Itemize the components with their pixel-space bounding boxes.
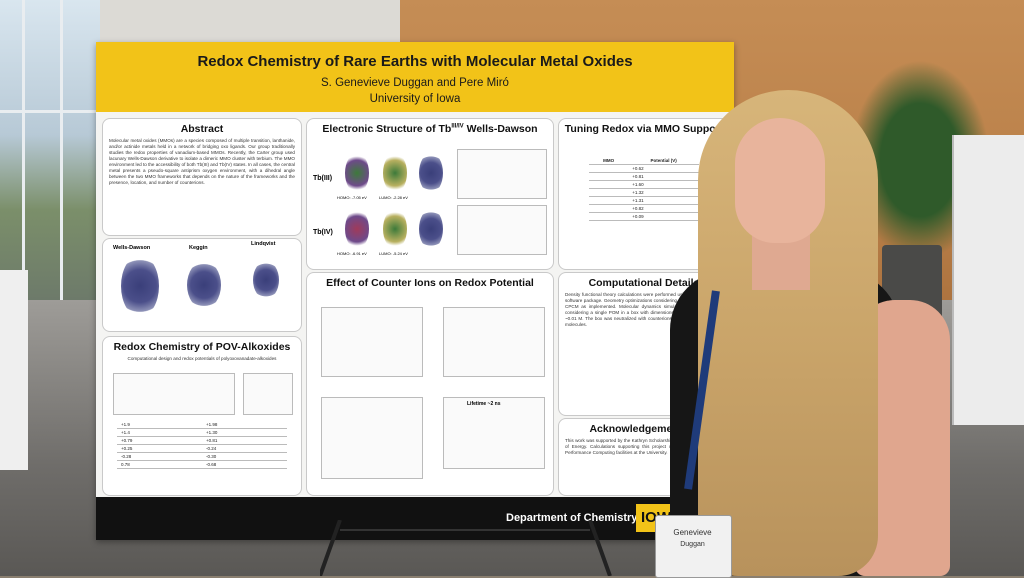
adjacent-poster-board (952, 135, 1024, 425)
cv-plot-tb3 (457, 149, 547, 199)
lifetime-label: Lifetime ~2 ns (467, 401, 501, 407)
lifetime-plot (443, 397, 545, 469)
table-header-mmo: MMO (589, 157, 629, 165)
rdf-plot-potassium (321, 307, 423, 377)
pov-exp-0: +1.9 (117, 421, 202, 429)
pov-calc-2: +0.81 (202, 436, 287, 445)
structure-label-lindqvist: Lindqvist (251, 241, 276, 247)
potential-4: +1.31 (628, 196, 699, 205)
poster-authors: S. Genevieve Duggan and Pere Miró (321, 77, 509, 89)
potential-0: +0.62 (628, 164, 699, 173)
poster-footer (96, 497, 734, 540)
pov-exp-5: 0.78 (117, 460, 202, 469)
poster-affiliation: University of Iowa (369, 93, 461, 105)
structures-panel: Wells-Dawson Keggin Lindqvist (102, 238, 302, 332)
spin-density-tb4 (419, 209, 443, 249)
lindqvist-molecule (253, 261, 279, 299)
homo-label-tb4: HOMO: -6.91 eV (337, 251, 367, 256)
pov-molecule-figure (243, 373, 293, 415)
cv-plot-tb4 (457, 205, 547, 255)
poster-easel (320, 520, 612, 576)
pov-scatter-plot (113, 373, 235, 415)
lumo-orbital-tb4 (383, 209, 407, 249)
pov-exp-3: +0.25 (117, 444, 202, 453)
badge-last-name: Duggan (680, 541, 705, 548)
pov-exp-2: +0.79 (117, 436, 202, 445)
adjacent-poster-board-left (0, 270, 28, 470)
poster-header (96, 42, 734, 112)
computational-details-heading: Computational Details (588, 277, 700, 289)
window-wall (0, 0, 100, 300)
pov-subtitle: Computational design and redox potential… (127, 356, 277, 361)
structure-label-wells-dawson: Wells-Dawson (113, 245, 151, 251)
research-poster: Redox Chemistry of Rare Earths with Mole… (96, 42, 734, 540)
table-header-potential: Potential (V) (628, 157, 699, 165)
lumo-orbital-tb3 (383, 153, 407, 193)
footer-department: Department of Chemistry (506, 512, 638, 524)
homo-label-tb3: HOMO: -7.05 eV (337, 195, 367, 200)
potential-1: +0.81 (628, 172, 699, 181)
badge-first-name: Genevieve (673, 528, 712, 537)
pov-calc-4: -0.30 (202, 452, 287, 461)
pov-calc-3: -0.24 (202, 444, 287, 453)
name-badge (655, 515, 732, 578)
counter-ions-panel: Effect of Counter Ions on Redox Potentia… (306, 272, 554, 496)
distance-plot (321, 397, 423, 479)
rdf-plot-cesium (443, 307, 545, 377)
structure-label-keggin: Keggin (189, 245, 208, 251)
pov-exp-1: +1.4 (117, 428, 202, 437)
homo-orbital-tb4 (345, 209, 369, 249)
abstract-heading: Abstract (180, 123, 224, 135)
potential-5: +0.82 (628, 204, 699, 213)
electronic-structure-panel: Electronic Structure of TbIII/IV Wells-D… (306, 118, 554, 270)
tb3-label: Tb(III) (313, 175, 333, 182)
acknowledgements-text: This work was supported by the Kathryn S… (565, 438, 723, 455)
pov-panel: Redox Chemistry of POV-Alkoxides Computa… (102, 336, 302, 496)
wells-dawson-molecule (121, 255, 159, 317)
abstract-text: Molecular metal oxides (MMOs) are a spec… (109, 138, 295, 185)
potential-6: +0.09 (628, 212, 699, 221)
person-face (735, 118, 825, 243)
homo-orbital-tb3 (345, 153, 369, 193)
lumo-label-tb3: LUMO: -2.28 eV (379, 195, 408, 200)
potential-3: +1.32 (628, 188, 699, 197)
tuning-redox-heading: Tuning Redox via MMO Support (564, 123, 724, 135)
keggin-molecule (187, 261, 221, 309)
pov-calc-1: +1.30 (202, 428, 287, 437)
abstract-panel: Abstract Molecular metal oxides (MMOs) a… (102, 118, 302, 236)
computational-details-text: Density functional theory calculations w… (565, 292, 723, 327)
pov-table: +1.9 +1.98 +1.4 +1.30 +0.79 +0.81 +0.25 -0.2… (117, 421, 287, 469)
pov-calc-5: -0.68 (202, 460, 287, 469)
redox-potential-table: MMO Potential (V) +0.62 +0.81 +1.60 +1.32… (589, 157, 699, 221)
tb4-label: Tb(IV) (313, 229, 333, 236)
lumo-label-tb4: LUMO: -5.24 eV (379, 251, 408, 256)
pov-calc-0: +1.98 (202, 421, 287, 429)
counter-ions-heading: Effect of Counter Ions on Redox Potentia… (326, 277, 534, 289)
potential-2: +1.60 (628, 180, 699, 189)
electronic-structure-heading: Electronic Structure of TbIII/IV Wells-D… (322, 123, 538, 135)
pov-exp-4: -0.28 (117, 452, 202, 461)
ceiling (100, 0, 400, 45)
spin-density-tb3 (419, 153, 443, 193)
poster-title: Redox Chemistry of Rare Earths with Mole… (197, 53, 633, 70)
pov-heading: Redox Chemistry of POV-Alkoxides (113, 341, 291, 353)
